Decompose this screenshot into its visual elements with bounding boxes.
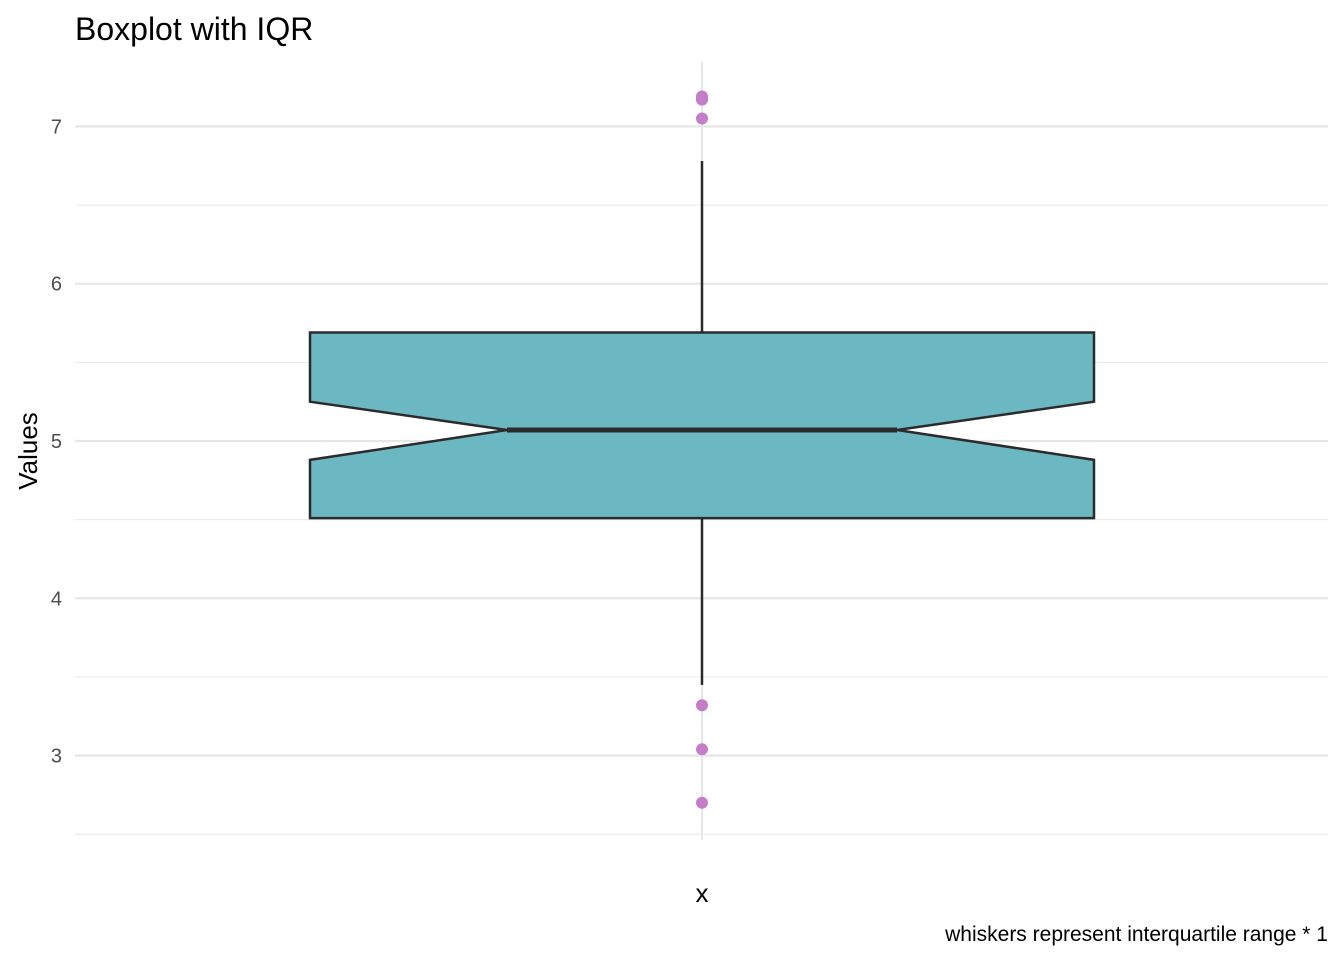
outlier-point (696, 93, 708, 106)
y-tick-label: 6 (51, 274, 62, 296)
outlier-point (696, 699, 708, 712)
y-tick-label: 5 (51, 431, 62, 453)
y-tick-label: 3 (51, 746, 62, 768)
y-tick-label: 7 (51, 116, 62, 138)
notched-box (308, 331, 1096, 520)
outlier-point (696, 743, 708, 756)
outlier-point (696, 112, 708, 125)
outlier-points (696, 90, 708, 809)
y-axis-title: Values (13, 412, 43, 490)
y-tick-label: 4 (51, 588, 62, 610)
x-axis-label: x (696, 878, 709, 908)
box-layer (308, 331, 1096, 520)
y-tick-labels: 3 4 5 6 7 (51, 116, 62, 767)
chart-title: Boxplot with IQR (75, 11, 313, 47)
chart-caption: whiskers represent interquartile range *… (944, 923, 1328, 946)
outlier-point (696, 796, 708, 809)
